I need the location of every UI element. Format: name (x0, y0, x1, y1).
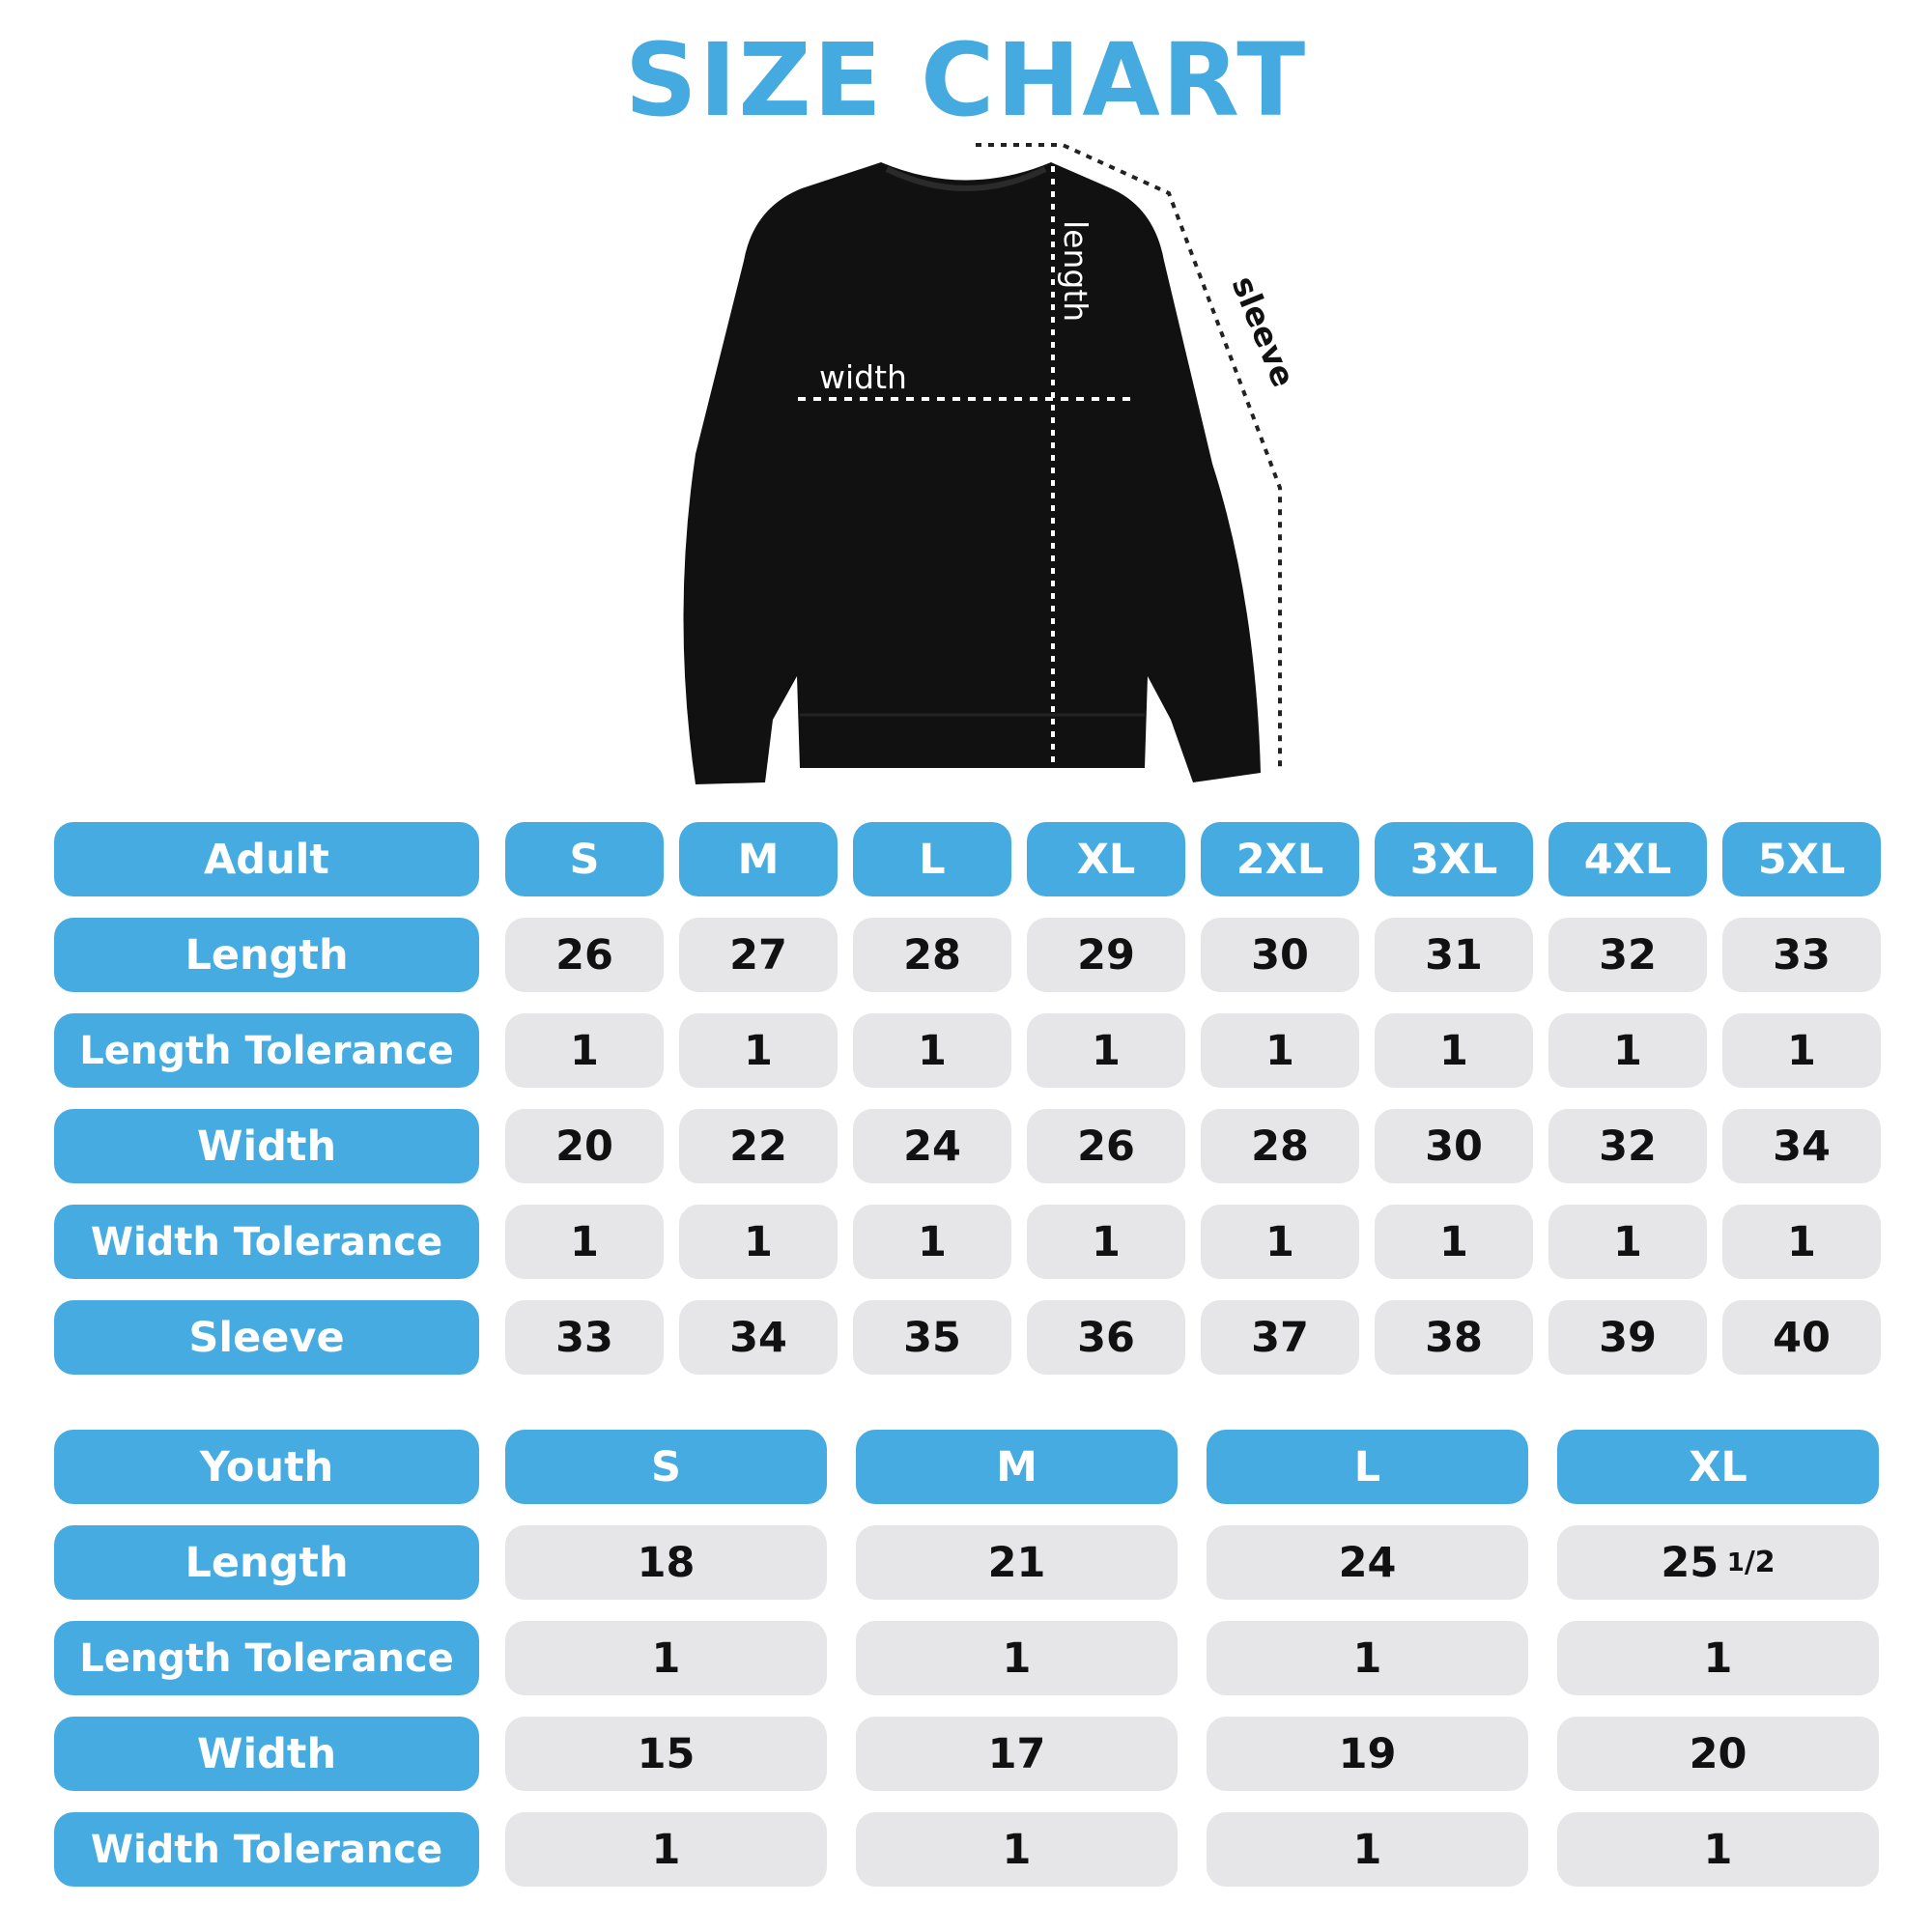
adult-value-cell: 32 (1548, 918, 1707, 992)
youth-size-s: S (505, 1430, 827, 1504)
youth-value-cell: 18 (505, 1525, 827, 1600)
youth-value-cell: 21 (856, 1525, 1178, 1600)
youth-value-cell: 1 (856, 1621, 1178, 1695)
youth-value-cell: 1 (1207, 1812, 1528, 1887)
adult-value-cell: 37 (1201, 1300, 1359, 1375)
length-label: length (1057, 220, 1094, 322)
adult-value-cell: 1 (505, 1013, 664, 1088)
adult-row-label: Width (54, 1109, 479, 1183)
adult-value-cell: 39 (1548, 1300, 1707, 1375)
adult-header-label: Adult (54, 822, 479, 896)
youth-value-cell: 1 (856, 1812, 1178, 1887)
adult-value-cell: 40 (1722, 1300, 1881, 1375)
youth-value-cell: 15 (505, 1717, 827, 1791)
whole-part: 25 (1661, 1538, 1719, 1587)
adult-value-cell: 20 (505, 1109, 664, 1183)
adult-value-cell: 1 (853, 1013, 1011, 1088)
adult-value-cell: 1 (1027, 1205, 1185, 1279)
youth-value-cell: 19 (1207, 1717, 1528, 1791)
denominator: /2 (1744, 1546, 1776, 1579)
youth-size-l: L (1207, 1430, 1528, 1504)
adult-value-cell: 22 (679, 1109, 838, 1183)
youth-size-xl: XL (1557, 1430, 1879, 1504)
adult-value-cell: 1 (1027, 1013, 1185, 1088)
youth-value-cell: 24 (1207, 1525, 1528, 1600)
youth-value-cell: 1 (505, 1812, 827, 1887)
adult-value-cell: 38 (1375, 1300, 1533, 1375)
youth-value-cell: 1 (505, 1621, 827, 1695)
youth-header-label: Youth (54, 1430, 479, 1504)
adult-value-cell: 26 (505, 918, 664, 992)
adult-value-cell: 30 (1201, 918, 1359, 992)
adult-size-xl: XL (1027, 822, 1185, 896)
adult-value-cell: 1 (1201, 1013, 1359, 1088)
adult-value-cell: 27 (679, 918, 838, 992)
adult-value-cell: 30 (1375, 1109, 1533, 1183)
adult-value-cell: 1 (679, 1205, 838, 1279)
adult-size-4xl: 4XL (1548, 822, 1707, 896)
adult-value-cell: 1 (505, 1205, 664, 1279)
adult-size-2xl: 2XL (1201, 822, 1359, 896)
sweatshirt-diagram: length width sleeve (683, 143, 1294, 784)
youth-value-cell: 1 (1207, 1621, 1528, 1695)
youth-row-label: Width Tolerance (54, 1812, 479, 1887)
numerator: 1 (1726, 1548, 1745, 1577)
page-title: SIZE CHART (624, 21, 1308, 139)
adult-row-label: Length Tolerance (54, 1013, 479, 1088)
sweatshirt-body (683, 162, 1261, 784)
adult-value-cell: 1 (1375, 1205, 1533, 1279)
collar (885, 166, 1047, 191)
youth-value-cell: 17 (856, 1717, 1178, 1791)
adult-value-cell: 1 (1548, 1013, 1707, 1088)
adult-size-l: L (853, 822, 1011, 896)
adult-row-label: Sleeve (54, 1300, 479, 1375)
youth-row-label: Length Tolerance (54, 1621, 479, 1695)
adult-value-cell: 1 (1722, 1013, 1881, 1088)
width-label: width (819, 358, 907, 396)
youth-row-label: Length (54, 1525, 479, 1600)
adult-value-cell: 1 (679, 1013, 838, 1088)
adult-value-cell: 1 (1201, 1205, 1359, 1279)
youth-value-cell: 25 1/2 (1557, 1525, 1879, 1600)
adult-value-cell: 32 (1548, 1109, 1707, 1183)
adult-value-cell: 36 (1027, 1300, 1185, 1375)
adult-value-cell: 1 (1548, 1205, 1707, 1279)
youth-value-cell: 1 (1557, 1621, 1879, 1695)
adult-value-cell: 28 (853, 918, 1011, 992)
adult-value-cell: 35 (853, 1300, 1011, 1375)
adult-value-cell: 1 (1722, 1205, 1881, 1279)
adult-value-cell: 34 (1722, 1109, 1881, 1183)
adult-row-label: Width Tolerance (54, 1205, 479, 1279)
adult-value-cell: 24 (853, 1109, 1011, 1183)
adult-size-s: S (505, 822, 664, 896)
youth-value-cell: 1 (1557, 1812, 1879, 1887)
adult-value-cell: 33 (1722, 918, 1881, 992)
adult-value-cell: 26 (1027, 1109, 1185, 1183)
sleeve-guide (976, 143, 1282, 773)
adult-value-cell: 33 (505, 1300, 664, 1375)
adult-value-cell: 28 (1201, 1109, 1359, 1183)
youth-size-m: M (856, 1430, 1178, 1504)
adult-size-5xl: 5XL (1722, 822, 1881, 896)
adult-value-cell: 1 (853, 1205, 1011, 1279)
adult-value-cell: 29 (1027, 918, 1185, 992)
adult-value-cell: 1 (1375, 1013, 1533, 1088)
adult-size-m: M (679, 822, 838, 896)
adult-size-3xl: 3XL (1375, 822, 1533, 896)
adult-value-cell: 34 (679, 1300, 838, 1375)
youth-value-cell: 20 (1557, 1717, 1879, 1791)
sleeve-label: sleeve (1225, 270, 1294, 392)
adult-value-cell: 31 (1375, 918, 1533, 992)
adult-row-label: Length (54, 918, 479, 992)
youth-row-label: Width (54, 1717, 479, 1791)
